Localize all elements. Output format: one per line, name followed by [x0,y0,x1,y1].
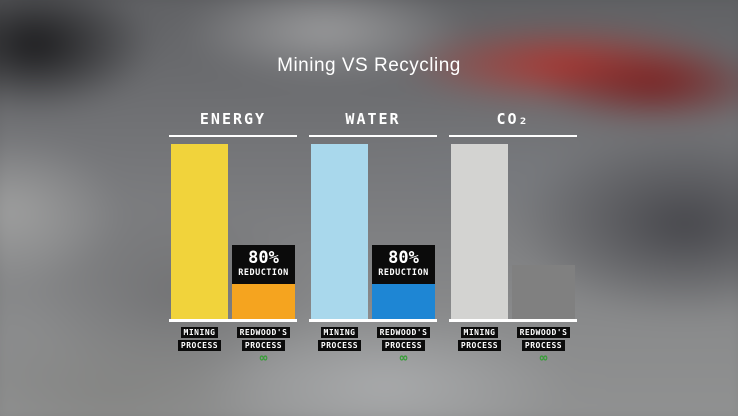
group-header-energy: ENERGY [199,110,267,128]
label-line: PROCESS [177,340,222,351]
redwood-bar [372,284,435,319]
redwood-bar [512,265,575,319]
bar-labels: MINING PROCESS REDWOOD'S PROCESS ∞ [309,327,437,366]
page-title: Mining VS Recycling [277,55,461,76]
reduction-badge: 80% REDUCTION [372,245,435,284]
reduction-percent: 80% [248,248,279,268]
mining-bar-column [311,144,368,319]
header-underline [449,135,577,137]
label-line: PROCESS [317,340,362,351]
group-header-co2: CO₂ [496,110,530,128]
baseline [169,319,297,322]
mining-bar [451,144,508,319]
header-underline [169,135,297,137]
redwood-bar-column: 80% REDUCTION [232,245,295,319]
reduction-badge: 80% REDUCTION [232,245,295,284]
label-line: REDWOOD'S [376,327,431,338]
label-line: PROCESS [241,340,286,351]
label-line: PROCESS [457,340,502,351]
mining-bar-column [451,144,508,319]
reduction-word: REDUCTION [378,268,429,278]
label-line: MINING [320,327,359,338]
label-line: REDWOOD'S [516,327,571,338]
mining-label: MINING PROCESS [449,327,510,364]
mining-bar [311,144,368,319]
chart-group-water: WATER 80% REDUCTION MINING PROCESS REDWO… [309,110,437,366]
label-line: REDWOOD'S [236,327,291,338]
redwood-bar-column: 80% REDUCTION [372,245,435,319]
redwood-label: REDWOOD'S PROCESS ∞ [510,327,577,366]
redwood-bar-column [512,265,575,319]
group-header-water: WATER [345,110,401,128]
bar-area [449,137,577,319]
baseline [309,319,437,322]
bar-area: 80% REDUCTION [169,137,297,319]
bar-area: 80% REDUCTION [309,137,437,319]
chart-group-co2: CO₂ MINING PROCESS REDWOOD'S PROCESS ∞ [449,110,577,366]
mining-label: MINING PROCESS [309,327,370,364]
infinity-logo-icon: ∞ [539,351,548,366]
mining-bar-column [171,144,228,319]
label-line: MINING [180,327,219,338]
redwood-bar [232,284,295,319]
baseline [449,319,577,322]
infinity-logo-icon: ∞ [399,351,408,366]
reduction-percent: 80% [388,248,419,268]
mining-bar [171,144,228,319]
label-line: PROCESS [381,340,426,351]
redwood-label: REDWOOD'S PROCESS ∞ [230,327,297,366]
label-line: MINING [460,327,499,338]
header-underline [309,135,437,137]
reduction-word: REDUCTION [238,268,289,278]
redwood-label: REDWOOD'S PROCESS ∞ [370,327,437,366]
chart-group-energy: ENERGY 80% REDUCTION MINING PROCESS REDW… [169,110,297,366]
infinity-logo-icon: ∞ [259,351,268,366]
bar-labels: MINING PROCESS REDWOOD'S PROCESS ∞ [449,327,577,366]
mining-label: MINING PROCESS [169,327,230,364]
label-line: PROCESS [521,340,566,351]
bar-labels: MINING PROCESS REDWOOD'S PROCESS ∞ [169,327,297,366]
